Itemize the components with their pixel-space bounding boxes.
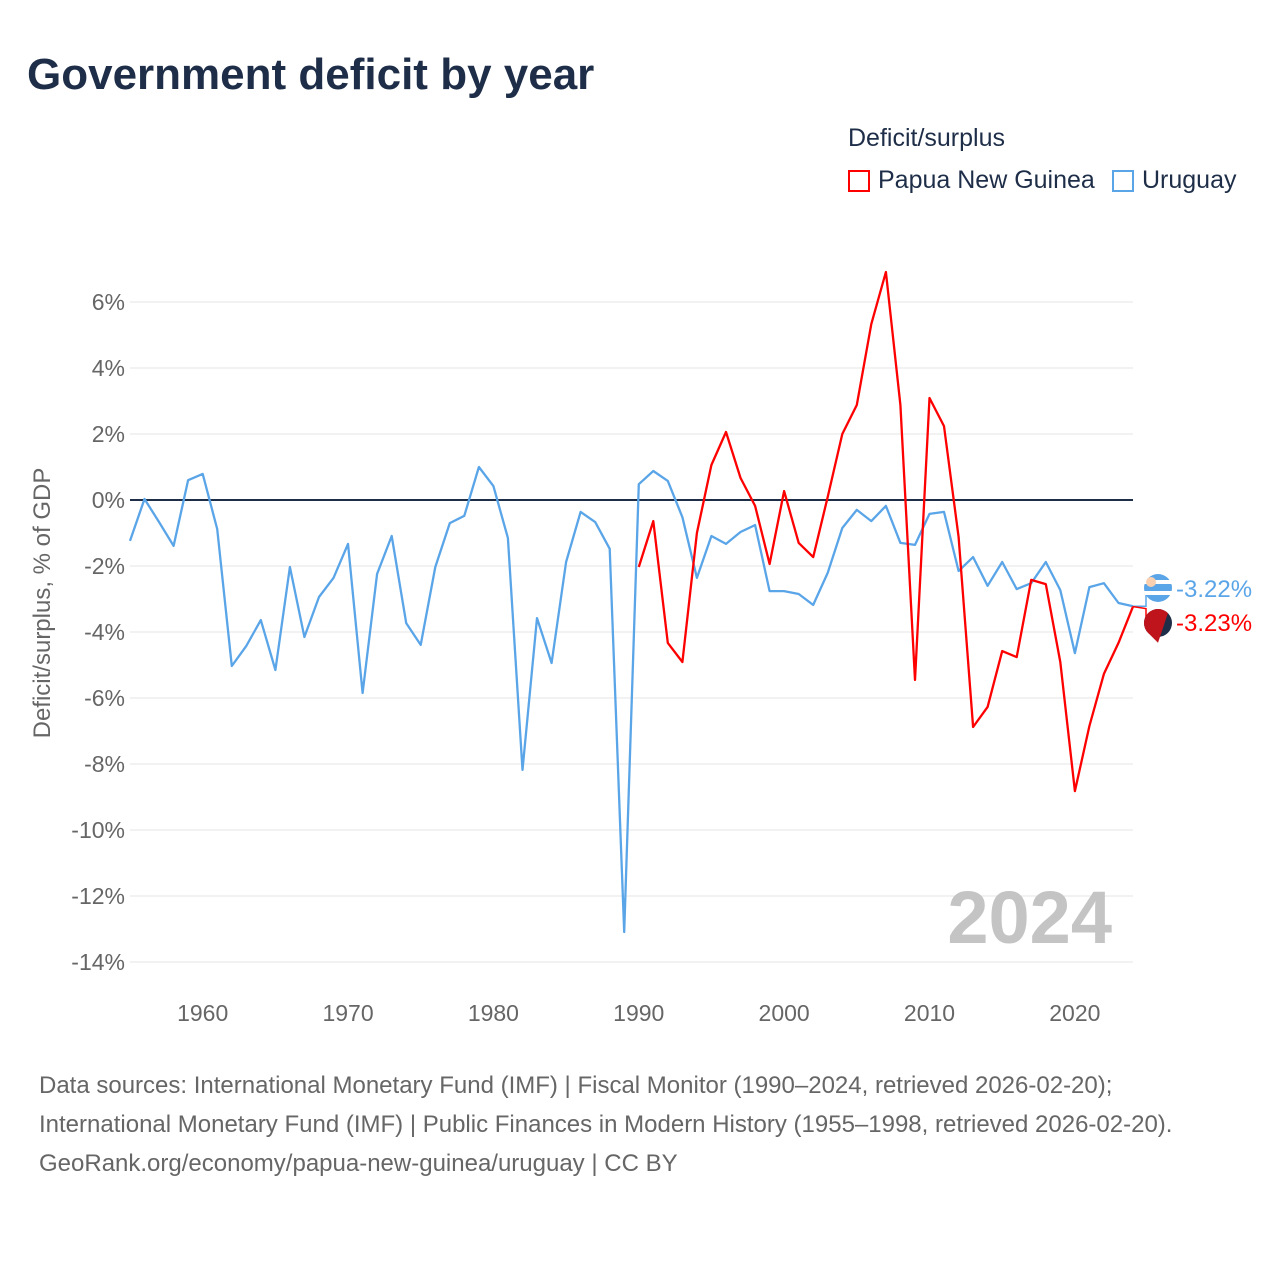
y-tick-label: 2% (92, 421, 125, 447)
legend-item-png[interactable]: Papua New Guinea (848, 166, 1095, 195)
end-label-png: -3.23% (1176, 610, 1252, 637)
legend-swatch-png (848, 169, 870, 192)
y-tick-label: 6% (92, 289, 125, 315)
y-tick-label: -2% (84, 553, 125, 579)
end-marker-uruguay: -3.22% (1144, 574, 1252, 603)
x-tick-label: 2000 (759, 1000, 810, 1026)
y-tick-label: -14% (71, 949, 125, 975)
y-axis-label: Deficit/surplus, % of GDP (29, 468, 56, 739)
legend-swatch-uruguay (1112, 169, 1134, 192)
x-tick-label: 2020 (1049, 1000, 1100, 1026)
series-line-uruguay (128, 465, 1134, 934)
year-watermark: 2024 (947, 876, 1112, 959)
y-tick-label: -4% (84, 619, 125, 645)
legend-title: Deficit/surplus (848, 124, 1005, 152)
chart-title: Government deficit by year (27, 50, 595, 99)
x-tick-label: 2010 (904, 1000, 955, 1026)
footer: Data sources: International Monetary Fun… (39, 1066, 1239, 1183)
data-sources: Data sources: International Monetary Fun… (39, 1072, 1173, 1138)
end-label-uruguay: -3.22% (1176, 576, 1252, 603)
credit-link[interactable]: GeoRank.org/economy/papua-new-guinea/uru… (39, 1150, 678, 1177)
series-line-papua-new-guinea (637, 270, 1135, 793)
y-tick-label: 4% (92, 355, 125, 381)
legend-item-uruguay[interactable]: Uruguay (1112, 166, 1237, 195)
x-tick-label: 1970 (322, 1000, 373, 1026)
legend-label-uruguay: Uruguay (1142, 166, 1237, 194)
y-tick-label: -8% (84, 751, 125, 777)
y-tick-label: 0% (92, 487, 125, 513)
x-tick-label: 1980 (468, 1000, 519, 1026)
x-tick-label: 1990 (613, 1000, 664, 1026)
legend-label-png: Papua New Guinea (878, 166, 1095, 194)
end-marker-png: -3.23% (1144, 609, 1252, 643)
y-tick-label: -12% (71, 883, 125, 909)
y-tick-label: -6% (84, 685, 125, 711)
x-tick-label: 1960 (177, 1000, 228, 1026)
y-tick-label: -10% (71, 817, 125, 843)
